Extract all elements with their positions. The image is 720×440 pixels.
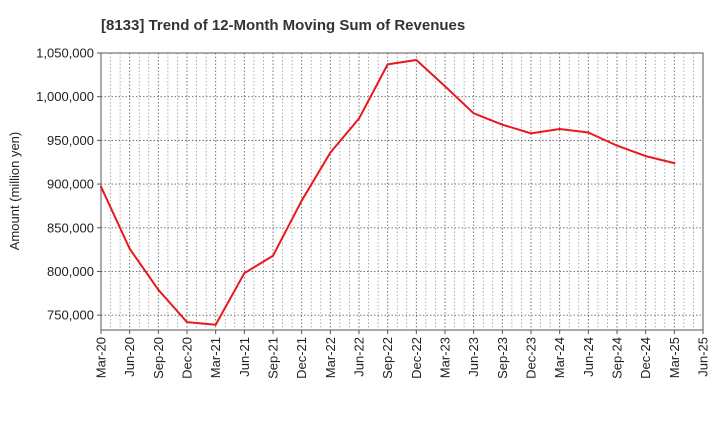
data-point bbox=[616, 144, 618, 147]
data-point bbox=[530, 132, 532, 135]
x-tick-label: Jun-20 bbox=[122, 337, 137, 377]
y-tick-label: 950,000 bbox=[47, 133, 94, 148]
data-point bbox=[472, 112, 475, 115]
data-point bbox=[272, 254, 274, 257]
y-tick-label: 850,000 bbox=[47, 220, 94, 235]
x-tick-label: Mar-22 bbox=[323, 337, 338, 378]
x-tick-label: Sep-24 bbox=[610, 337, 625, 379]
x-tick-label: Sep-22 bbox=[380, 337, 395, 379]
x-tick-label: Dec-24 bbox=[638, 337, 653, 379]
y-axis-label: Amount (million yen) bbox=[7, 132, 22, 251]
y-tick-label: 1,000,000 bbox=[36, 89, 94, 104]
y-tick-label: 800,000 bbox=[47, 264, 94, 279]
y-tick-label: 1,050,000 bbox=[36, 46, 94, 61]
x-tick-label: Dec-20 bbox=[180, 337, 195, 379]
chart-title: [8133] Trend of 12-Month Moving Sum of R… bbox=[101, 17, 465, 34]
x-tick-label: Sep-20 bbox=[151, 337, 166, 379]
grid bbox=[100, 52, 704, 330]
data-point bbox=[501, 123, 504, 126]
x-tick-label: Sep-23 bbox=[495, 337, 510, 379]
y-tick-label: 900,000 bbox=[47, 177, 94, 192]
y-tick-label: 750,000 bbox=[47, 308, 94, 323]
data-point bbox=[300, 199, 303, 202]
data-point bbox=[673, 162, 676, 165]
x-tick-label: Mar-20 bbox=[94, 337, 109, 378]
data-point bbox=[386, 63, 389, 66]
data-point bbox=[444, 85, 446, 88]
data-point bbox=[157, 288, 160, 291]
x-tick-label: Jun-21 bbox=[237, 337, 252, 377]
x-tick-label: Mar-24 bbox=[552, 337, 567, 378]
x-tick-label: Jun-22 bbox=[352, 337, 367, 377]
x-tick-label: Jun-23 bbox=[466, 337, 481, 377]
series-layer bbox=[100, 58, 676, 326]
x-tick-label: Mar-23 bbox=[438, 337, 453, 378]
data-point bbox=[243, 272, 246, 275]
data-point bbox=[214, 323, 217, 326]
data-point bbox=[415, 58, 418, 61]
data-point bbox=[329, 151, 332, 154]
data-point bbox=[128, 247, 131, 250]
x-tick-label: Mar-21 bbox=[208, 337, 223, 378]
data-point bbox=[186, 321, 188, 324]
data-point bbox=[100, 185, 102, 188]
x-tick-label: Dec-23 bbox=[524, 337, 539, 379]
x-tick-label: Jun-25 bbox=[696, 337, 711, 377]
data-point bbox=[587, 131, 590, 134]
x-tick-label: Dec-22 bbox=[409, 337, 424, 379]
x-tick-label: Jun-24 bbox=[581, 337, 596, 377]
data-point bbox=[558, 128, 561, 131]
data-point bbox=[644, 155, 647, 158]
x-tick-label: Mar-25 bbox=[667, 337, 682, 378]
x-tick-label: Sep-21 bbox=[266, 337, 281, 379]
x-tick-label: Dec-21 bbox=[294, 337, 309, 379]
plot-frame bbox=[100, 52, 704, 331]
data-point bbox=[358, 117, 360, 120]
axes: 750,000 800,000 850,000 900,000 950,000 1,000… bbox=[36, 46, 710, 379]
